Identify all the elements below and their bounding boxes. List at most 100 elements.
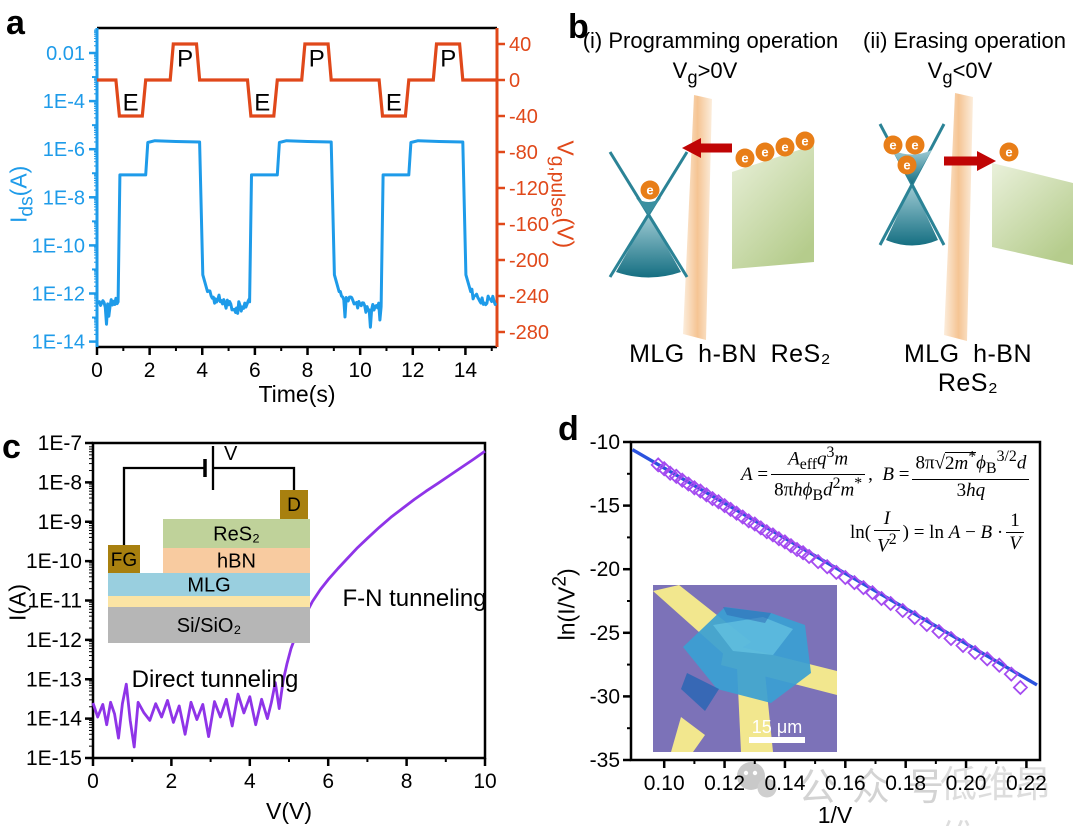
svg-text:E: E	[123, 90, 139, 117]
svg-text:e: e	[781, 140, 788, 155]
svg-text:-35: -35	[590, 749, 620, 772]
svg-text:e: e	[646, 183, 653, 198]
res2-layer	[163, 519, 310, 548]
panel-a-left-ticks: 0.01 1E-4 1E-6 1E-8 1E-10 1E-12 1E-14	[32, 29, 97, 354]
svg-text:40: 40	[509, 34, 531, 56]
svg-text:1E-4: 1E-4	[43, 91, 85, 113]
svg-text:ReS₂: ReS₂	[213, 524, 260, 546]
svg-text:12: 12	[401, 359, 424, 382]
svg-text:1E-6: 1E-6	[43, 139, 85, 161]
panel-c-y-ticks: 1E-7 1E-8 1E-9 1E-10 1E-11 1E-12 1E-13 1E-14 1E-…	[26, 432, 93, 770]
panel-a: 0.01 1E-4 1E-6 1E-8 1E-10 1E-12 1E-14 40 0 -40 -80…	[0, 0, 590, 410]
stack-label-erasing: MLG h-BN ReS₂	[903, 340, 1033, 397]
svg-text:e: e	[911, 138, 918, 153]
programming-band-diagram	[608, 95, 814, 340]
svg-text:8: 8	[401, 770, 413, 793]
svg-text:1E-7: 1E-7	[38, 432, 82, 455]
svg-text:0.12: 0.12	[704, 772, 745, 795]
scale-bar	[749, 737, 805, 743]
svg-text:e: e	[889, 138, 896, 153]
mlg-layer	[108, 573, 310, 596]
panel-c-y-axis-title: I(A)	[4, 583, 31, 622]
svg-text:14: 14	[454, 359, 478, 382]
svg-text:10: 10	[473, 770, 496, 793]
floating-gate-contact	[108, 545, 140, 573]
svg-text:V: V	[224, 443, 238, 465]
direct-tunneling-label: Direct tunneling	[131, 666, 299, 693]
svg-text:D: D	[287, 495, 301, 516]
panel-d-x-axis-title: 1/V	[817, 802, 853, 826]
svg-text:-280: -280	[509, 322, 549, 344]
svg-text:-200: -200	[509, 250, 549, 272]
svg-text:0.01: 0.01	[46, 43, 85, 65]
svg-text:1E-12: 1E-12	[32, 284, 85, 306]
svg-text:E: E	[254, 90, 270, 117]
panel-a-x-axis-title: Time(s)	[258, 381, 336, 407]
panel-b-diagram: ee e e e e eee	[608, 93, 1073, 341]
panel-c-x-ticks: 0 2 4 6 8 10	[87, 758, 497, 793]
erasing-band-diagram	[878, 93, 1073, 341]
fn-data-diamonds	[650, 457, 1029, 696]
svg-text:0: 0	[509, 70, 520, 92]
svg-text:10: 10	[348, 359, 371, 382]
svg-text:0.14: 0.14	[765, 772, 806, 795]
svg-text:8: 8	[302, 359, 314, 382]
svg-text:1E-9: 1E-9	[38, 511, 82, 534]
svg-text:P: P	[309, 45, 325, 72]
watermark-text-1: 公众号	[798, 767, 961, 809]
panel-a-x-ticks: 0 2 4 6 8 10 12 14	[91, 347, 493, 382]
panel-a-chart: 0.011E-41E-61E-81E-101E-121E-14400-40-80…	[32, 26, 549, 382]
panel-c-label: c	[2, 428, 21, 466]
programming-arrow	[682, 138, 701, 158]
svg-text:2: 2	[166, 770, 178, 793]
svg-text:0.22: 0.22	[1006, 772, 1047, 795]
erasing-condition: Vg<0V	[927, 58, 993, 88]
panel-d: -10 -15 -20 -25 -30 -35 0.10 0.12 0.14 0.16 0.18 0.…	[545, 408, 1080, 826]
svg-text:e: e	[1005, 145, 1012, 160]
programming-electrons: ee e e e	[640, 131, 815, 200]
svg-text:0.18: 0.18	[885, 772, 926, 795]
svg-text:MLG: MLG	[187, 575, 230, 597]
svg-text:1E-12: 1E-12	[26, 629, 82, 652]
svg-text:1E-15: 1E-15	[26, 747, 82, 770]
svg-text:-240: -240	[509, 286, 549, 308]
wechat-icon	[737, 762, 777, 798]
panel-b-label: b	[568, 8, 589, 46]
panel-d-chart: -10-15-20-25-30-350.10 0.12 0.14 0.16 0.18 0.…	[590, 431, 1047, 795]
svg-text:e: e	[903, 158, 910, 173]
svg-text:P: P	[177, 45, 193, 72]
svg-text:4: 4	[244, 770, 256, 793]
panel-a-right-ticks: 40 0 -40 -80 -120 -160 -200 -240 -280	[497, 34, 549, 344]
spacer-layer	[108, 596, 310, 607]
programming-title: (i) Programming operation	[582, 28, 839, 53]
svg-text:FG: FG	[111, 550, 137, 571]
erasing-title: (ii) Erasing operation	[863, 28, 1066, 53]
svg-text:1E-10: 1E-10	[32, 235, 85, 257]
svg-text:0: 0	[91, 359, 103, 382]
svg-text:-160: -160	[509, 214, 549, 236]
substrate-layer	[108, 607, 310, 643]
iv-curve	[91, 450, 486, 749]
panel-a-label: a	[6, 4, 25, 42]
svg-text:1E-10: 1E-10	[26, 550, 82, 573]
panel-c-x-axis-title: V(V)	[266, 798, 312, 824]
svg-text:Si/SiO₂: Si/SiO₂	[177, 615, 241, 637]
svg-text:1E-14: 1E-14	[26, 708, 82, 731]
erasing-electrons: e eee	[883, 135, 1019, 175]
optical-microscope-inset: 15 μm	[653, 585, 837, 752]
svg-text:0.10: 0.10	[644, 772, 685, 795]
panel-c: 1E-7 1E-8 1E-9 1E-10 1E-11 1E-12 1E-13 1E-14 1E-…	[0, 408, 545, 826]
svg-text:6: 6	[249, 359, 261, 382]
svg-text:15 μm: 15 μm	[752, 717, 802, 737]
svg-text:E: E	[386, 90, 402, 117]
svg-text:e: e	[801, 134, 808, 149]
stack-label-programming: MLG h-BN ReS₂	[629, 340, 831, 368]
panel-d-x-ticks: 0.10 0.12 0.14 0.16 0.18 0.20 0.22	[644, 760, 1047, 795]
svg-text:1E-11: 1E-11	[28, 590, 82, 613]
svg-text:-25: -25	[590, 622, 620, 645]
panel-d-label: d	[558, 410, 579, 448]
svg-text:6: 6	[322, 770, 334, 793]
